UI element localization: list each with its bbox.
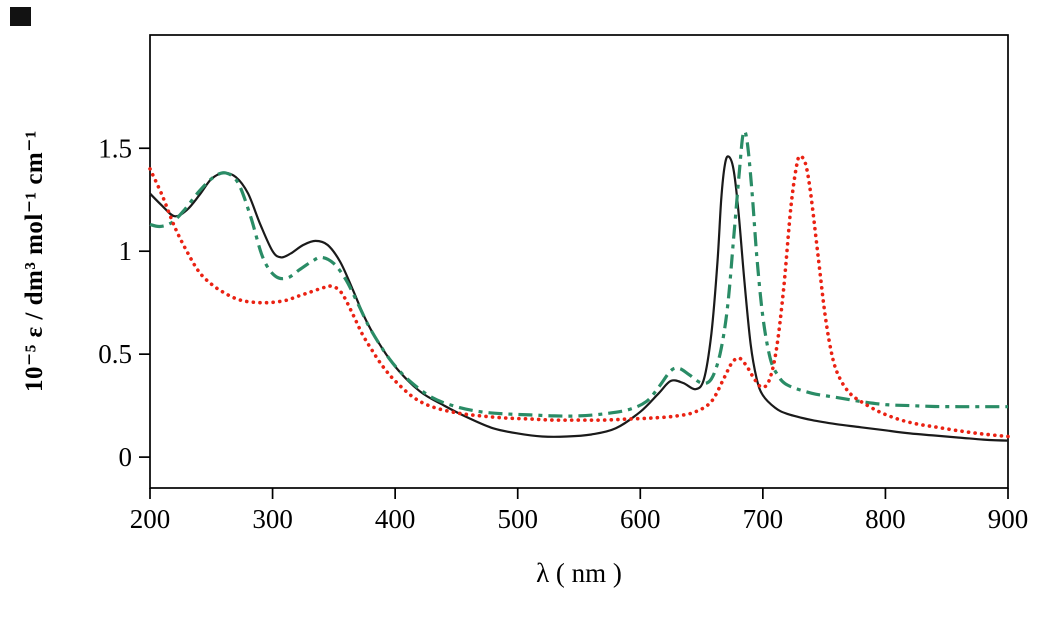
series-solid-black — [149, 155, 1009, 442]
x-tick-label: 700 — [743, 504, 784, 534]
y-axis-label: 10⁻⁵ ε / dm³ mol⁻¹ cm⁻¹ — [21, 130, 48, 392]
x-tick-label: 600 — [620, 504, 661, 534]
x-tick-label: 200 — [130, 504, 171, 534]
y-tick-label: 0 — [119, 442, 133, 472]
y-tick-label: 0.5 — [98, 339, 132, 369]
plot-frame — [149, 34, 1009, 489]
y-tick-label: 1.5 — [98, 133, 132, 163]
y-tick-label: 1 — [119, 236, 133, 266]
x-tick-label: 900 — [988, 504, 1029, 534]
series-dash-dot-green — [149, 129, 1008, 418]
x-tick-label: 800 — [865, 504, 906, 534]
x-axis-label: λ ( nm ) — [536, 558, 622, 588]
corner-artifact — [10, 7, 31, 26]
x-tick-label: 300 — [252, 504, 293, 534]
series-dotted-red — [148, 154, 1010, 439]
x-tick-label: 500 — [497, 504, 538, 534]
x-tick-label: 400 — [375, 504, 416, 534]
